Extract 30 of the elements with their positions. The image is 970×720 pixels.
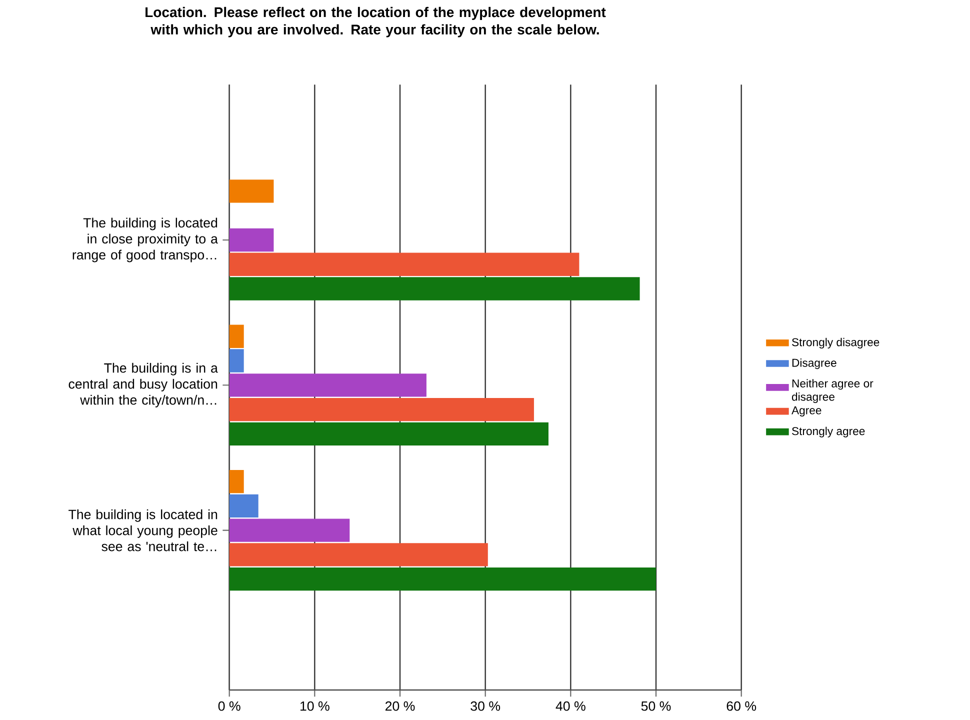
bar <box>229 180 274 203</box>
bar <box>229 277 640 300</box>
y-tick-label: The building is located in what local young people see as 'neutral te… <box>68 509 218 552</box>
x-tick-label: 50 % <box>641 701 671 711</box>
bar <box>229 470 244 494</box>
bar <box>229 518 350 542</box>
legend-label: Strongly disagree <box>792 338 880 348</box>
bar <box>229 398 534 422</box>
legend-label: Strongly agree <box>792 426 865 438</box>
x-tick-label: 60 % <box>726 701 756 711</box>
chart-title: Location. Please reflect on the location of the myplace development with which you are involved. Rate your facility on the scale below. <box>146 6 606 38</box>
x-tick-label: 40 % <box>556 701 586 711</box>
x-tick-label: 30 % <box>470 701 500 711</box>
legend-label: Disagree <box>792 358 836 370</box>
bar <box>229 494 258 518</box>
legend-label: Agree <box>792 406 822 417</box>
x-tick-label: 20 % <box>385 701 415 711</box>
bar <box>229 228 274 252</box>
y-tick-label: The building is in a central and busy location within the city/town/n… <box>68 362 218 408</box>
bar <box>229 252 580 276</box>
y-tick-label: The building is located in close proximity to a range of good transpo… <box>72 218 218 262</box>
bar <box>229 422 548 446</box>
legend-label: Neither agree or disagree <box>792 379 874 404</box>
bar <box>229 568 656 591</box>
x-tick-label: 10 % <box>300 701 330 711</box>
bar <box>229 374 426 397</box>
x-tick-label: 0 % <box>218 701 240 711</box>
bar <box>229 349 244 372</box>
bar <box>229 543 488 566</box>
bar <box>229 324 244 348</box>
